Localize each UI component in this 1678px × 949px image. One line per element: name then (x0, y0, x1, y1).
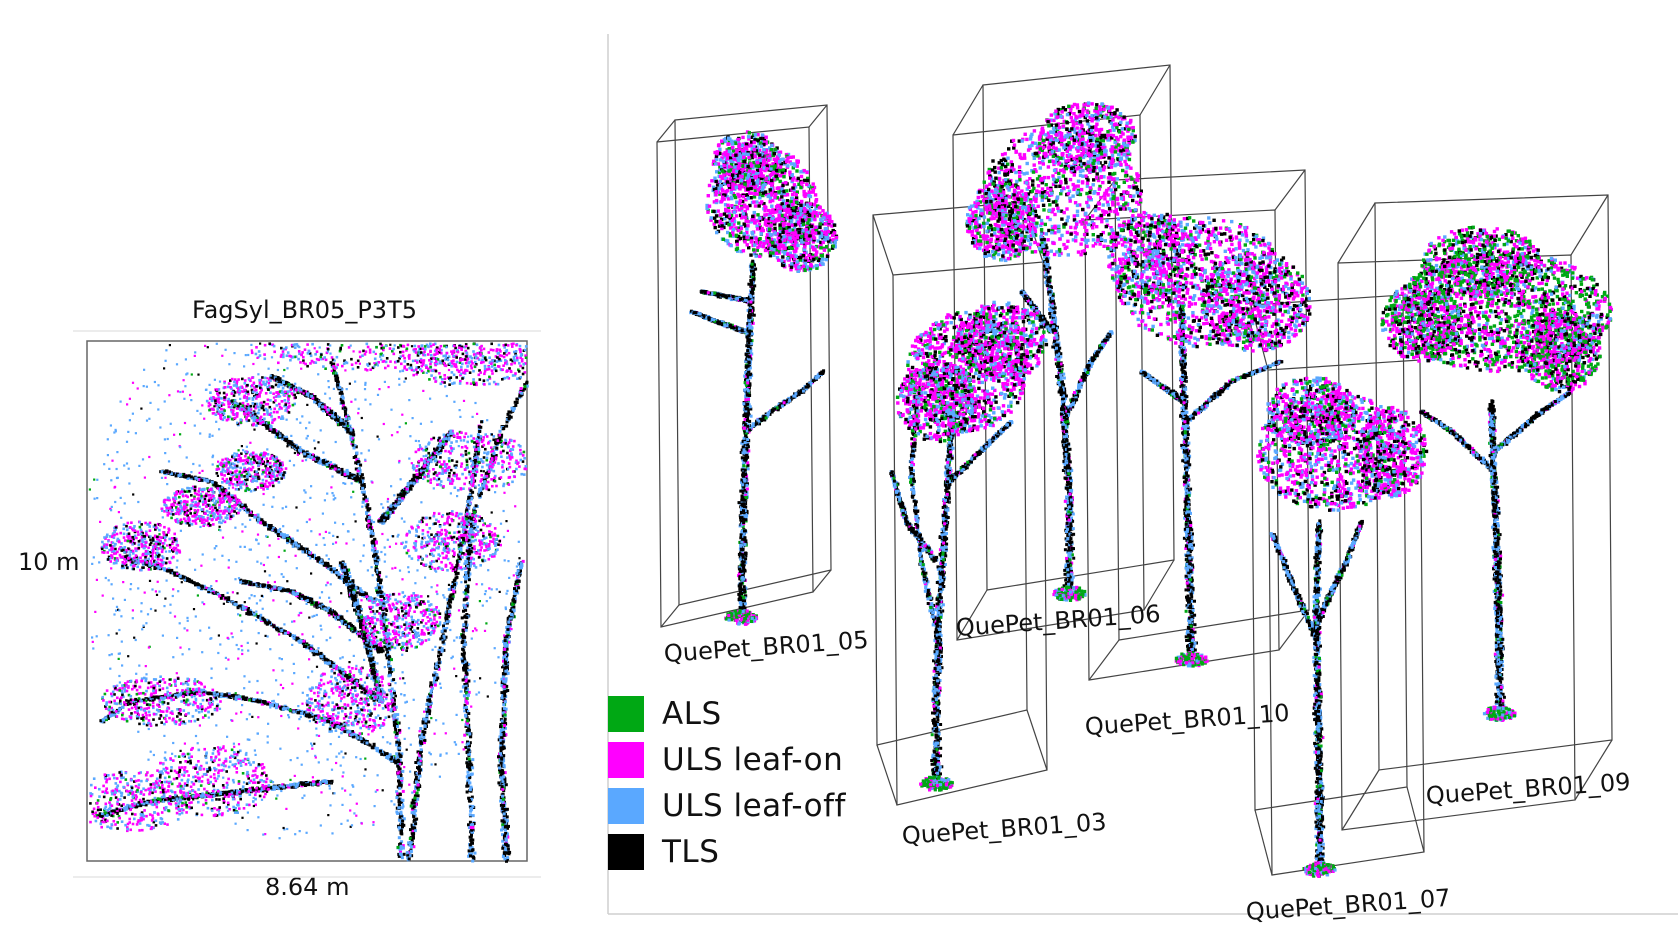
legend-label-tls: TLS (662, 834, 719, 870)
left-plot-box (86, 340, 528, 862)
legend-item-tls: TLS (608, 832, 719, 872)
box-tree-05 (656, 104, 832, 628)
legend-label-als: ALS (662, 696, 722, 732)
right-tree-point-clouds (689, 101, 1613, 878)
legend-swatch-als (608, 696, 644, 732)
tree-label-06: QuePet_BR01_06 (955, 600, 1161, 642)
tree-06 (965, 101, 1143, 602)
left-panel: FagSyl_BR05_P3T5 10 m 8.64 m (0, 0, 560, 949)
tree-label-10: QuePet_BR01_10 (1084, 699, 1290, 741)
tree-label-03: QuePet_BR01_03 (901, 808, 1107, 850)
left-tree-point-cloud (88, 342, 529, 863)
left-panel-title: FagSyl_BR05_P3T5 (192, 296, 417, 324)
legend-swatch-uls-leaf-off (608, 788, 644, 824)
legend-item-als: ALS (608, 694, 722, 734)
legend-item-uls-leaf-on: ULS leaf-on (608, 740, 843, 780)
tree-label-09: QuePet_BR01_09 (1425, 768, 1631, 810)
tree-10 (1106, 210, 1312, 668)
tree-label-07: QuePet_BR01_07 (1245, 884, 1451, 926)
tree-label-05: QuePet_BR01_05 (663, 626, 869, 668)
tree-09 (1380, 225, 1613, 722)
tree-05 (689, 130, 839, 626)
legend-label-uls-leaf-on: ULS leaf-on (662, 742, 843, 778)
legend-swatch-tls (608, 834, 644, 870)
legend-swatch-uls-leaf-on (608, 742, 644, 778)
tree-bounding-boxes (656, 64, 1613, 876)
legend-item-uls-leaf-off: ULS leaf-off (608, 786, 846, 826)
tree-07 (1256, 376, 1429, 878)
legend-label-uls-leaf-off: ULS leaf-off (662, 788, 846, 824)
box-tree-10 (1084, 169, 1310, 681)
tree-03 (889, 300, 1049, 792)
height-dimension-label: 10 m (18, 548, 80, 576)
